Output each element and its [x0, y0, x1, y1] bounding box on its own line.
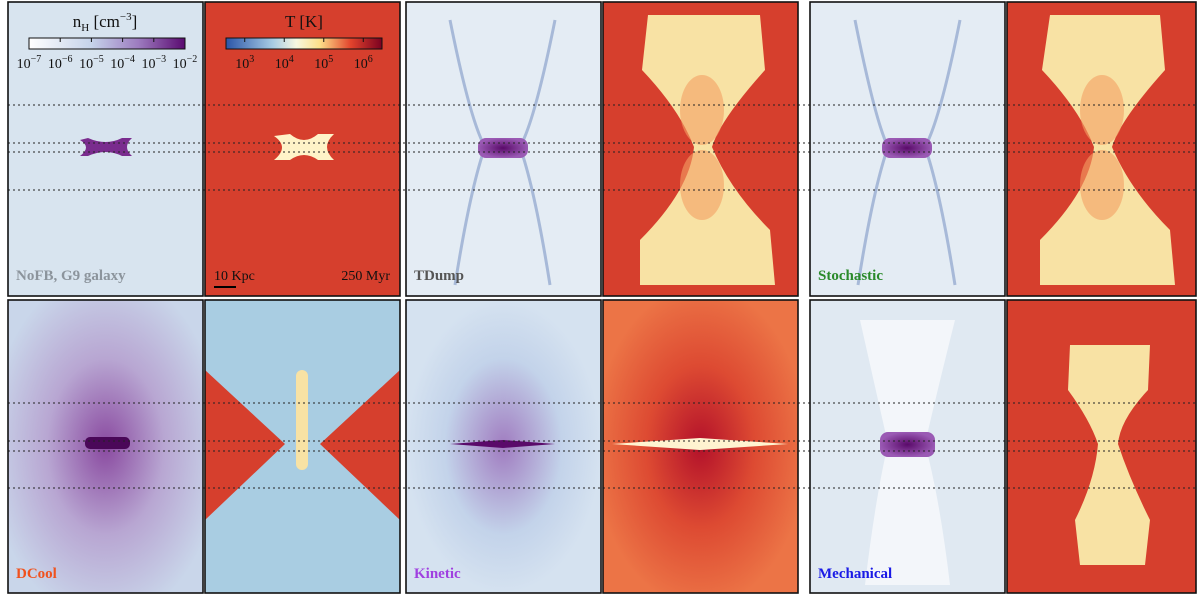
tick-exponent: −3 [155, 54, 166, 65]
tick-exponent: −7 [31, 54, 42, 65]
model-label: NoFB, G9 galaxy [16, 268, 126, 284]
tick-exponent: −4 [124, 54, 135, 65]
tick-base: 10 [48, 57, 62, 72]
label-part: −3 [120, 11, 132, 23]
tick-exponent: 3 [249, 54, 254, 65]
outflow [680, 75, 724, 145]
label-part: ] [132, 12, 138, 31]
tick-base: 10 [354, 57, 368, 72]
tick-base: 10 [110, 57, 124, 72]
outflow [1080, 150, 1124, 220]
scale-bar-label: 10 Kpc [214, 269, 255, 284]
disc [880, 432, 935, 457]
tick-base: 10 [17, 57, 31, 72]
disc [478, 138, 528, 158]
model-label: TDump [414, 268, 464, 284]
colorbar [226, 38, 382, 49]
tick-base: 10 [314, 57, 328, 72]
tick-exponent: 6 [368, 54, 373, 65]
figure: nH [cm−3] T [K] 10 Kpc 250 Myr 10−710−61… [0, 0, 1199, 594]
model-label: Kinetic [414, 566, 461, 582]
tick-exponent: −5 [93, 54, 104, 65]
tick-base: 10 [141, 57, 155, 72]
label-part: H [81, 22, 89, 34]
model-label: Stochastic [818, 268, 883, 284]
tick-exponent: 4 [289, 54, 294, 65]
tick-exponent: −6 [62, 54, 73, 65]
tick-base: 10 [173, 57, 187, 72]
tick-base: 10 [79, 57, 93, 72]
model-label: Mechanical [818, 566, 892, 582]
model-label: DCool [16, 566, 57, 582]
tick-exponent: 5 [328, 54, 333, 65]
disc [882, 138, 932, 158]
outflow [1080, 75, 1124, 145]
disc [85, 437, 130, 449]
tick-exponent: −2 [187, 54, 198, 65]
outflow [680, 150, 724, 220]
outflow [296, 370, 308, 470]
colorbar-label: T [K] [285, 12, 323, 31]
label-part: [cm [89, 12, 120, 31]
colorbar [29, 38, 185, 49]
tick-base: 10 [235, 57, 249, 72]
time-label: 250 Myr [341, 269, 390, 284]
tick-base: 10 [275, 57, 289, 72]
